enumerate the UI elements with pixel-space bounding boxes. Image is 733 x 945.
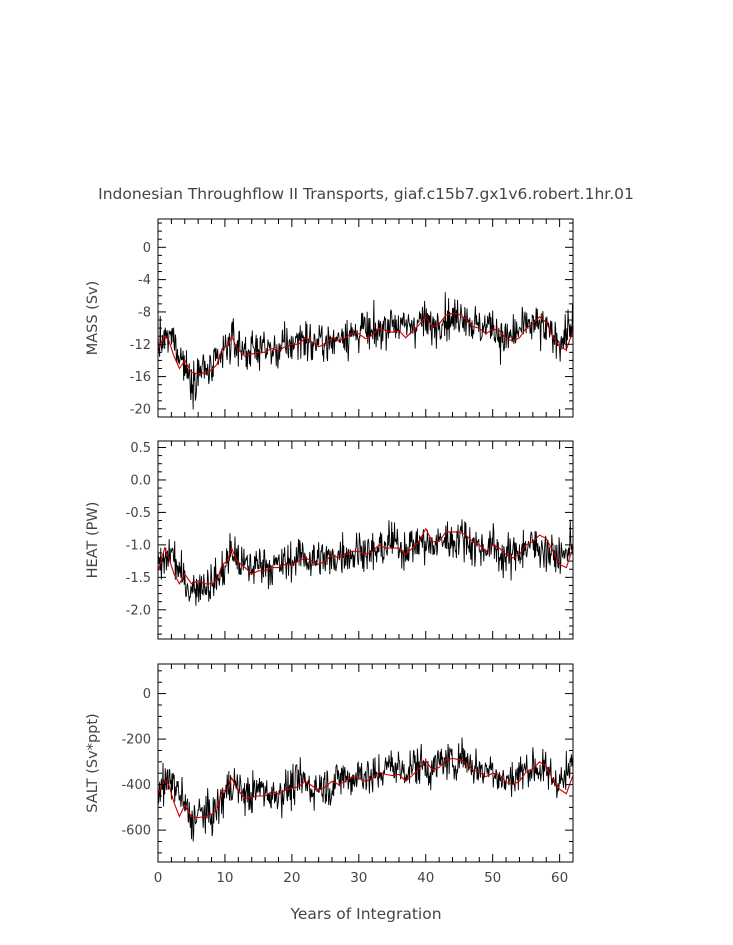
heat-frame	[157, 440, 574, 640]
y-tick-label: 0	[143, 687, 151, 702]
y-tick-label: 0.5	[130, 441, 151, 456]
figure-title: Indonesian Throughflow II Transports, gi…	[98, 185, 634, 203]
salt-annual-mean-line	[158, 757, 573, 819]
mass-monthly-line	[158, 292, 573, 410]
mass-annual-mean-line	[158, 313, 573, 375]
y-tick-label: -600	[121, 824, 151, 839]
x-tick-label: 30	[350, 870, 367, 886]
salt-y-axis-label: SALT (Sv*ppt)	[85, 713, 101, 812]
y-tick-label: -8	[138, 305, 151, 320]
y-tick-label: 0.0	[130, 473, 151, 488]
x-tick-label: 10	[216, 870, 233, 886]
y-tick-label: -1.0	[126, 538, 151, 553]
heat-panel: 0.5 0.0 -0.5 -1.0 -1.5 -2.0 HEAT (PW)	[85, 440, 574, 640]
salt-panel: 0 -200 -400 -600 0 10 20 30 40 50 60 SALT (Sv*ppt)	[85, 663, 574, 886]
x-tick-label: 40	[417, 870, 434, 886]
y-tick-label: -12	[130, 338, 151, 353]
y-tick-label: -1.5	[126, 571, 151, 586]
salt-frame	[157, 663, 574, 863]
salt-monthly-line	[158, 737, 573, 842]
heat-monthly-line	[158, 519, 573, 606]
x-tick-label: 20	[283, 870, 300, 886]
y-tick-label: -0.5	[126, 506, 151, 521]
y-tick-label: -400	[121, 778, 151, 793]
y-tick-label: -2.0	[126, 603, 151, 618]
y-tick-label: -16	[130, 370, 151, 385]
y-tick-label: -20	[130, 402, 151, 417]
x-axis-label: Years of Integration	[289, 905, 441, 923]
x-tick-label: 60	[551, 870, 568, 886]
heat-y-axis-label: HEAT (PW)	[85, 502, 101, 579]
mass-y-axis-label: MASS (Sv)	[85, 281, 101, 356]
y-tick-label: -4	[138, 273, 151, 288]
x-tick-label: 50	[484, 870, 501, 886]
mass-panel: 0 -4 -8 -12 -16 -20 MASS (Sv)	[85, 218, 574, 418]
y-tick-label: 0	[143, 241, 151, 256]
mass-frame	[157, 218, 574, 418]
y-tick-label: -200	[121, 733, 151, 748]
x-tick-label: 0	[154, 870, 163, 886]
heat-annual-mean-line	[158, 527, 573, 585]
